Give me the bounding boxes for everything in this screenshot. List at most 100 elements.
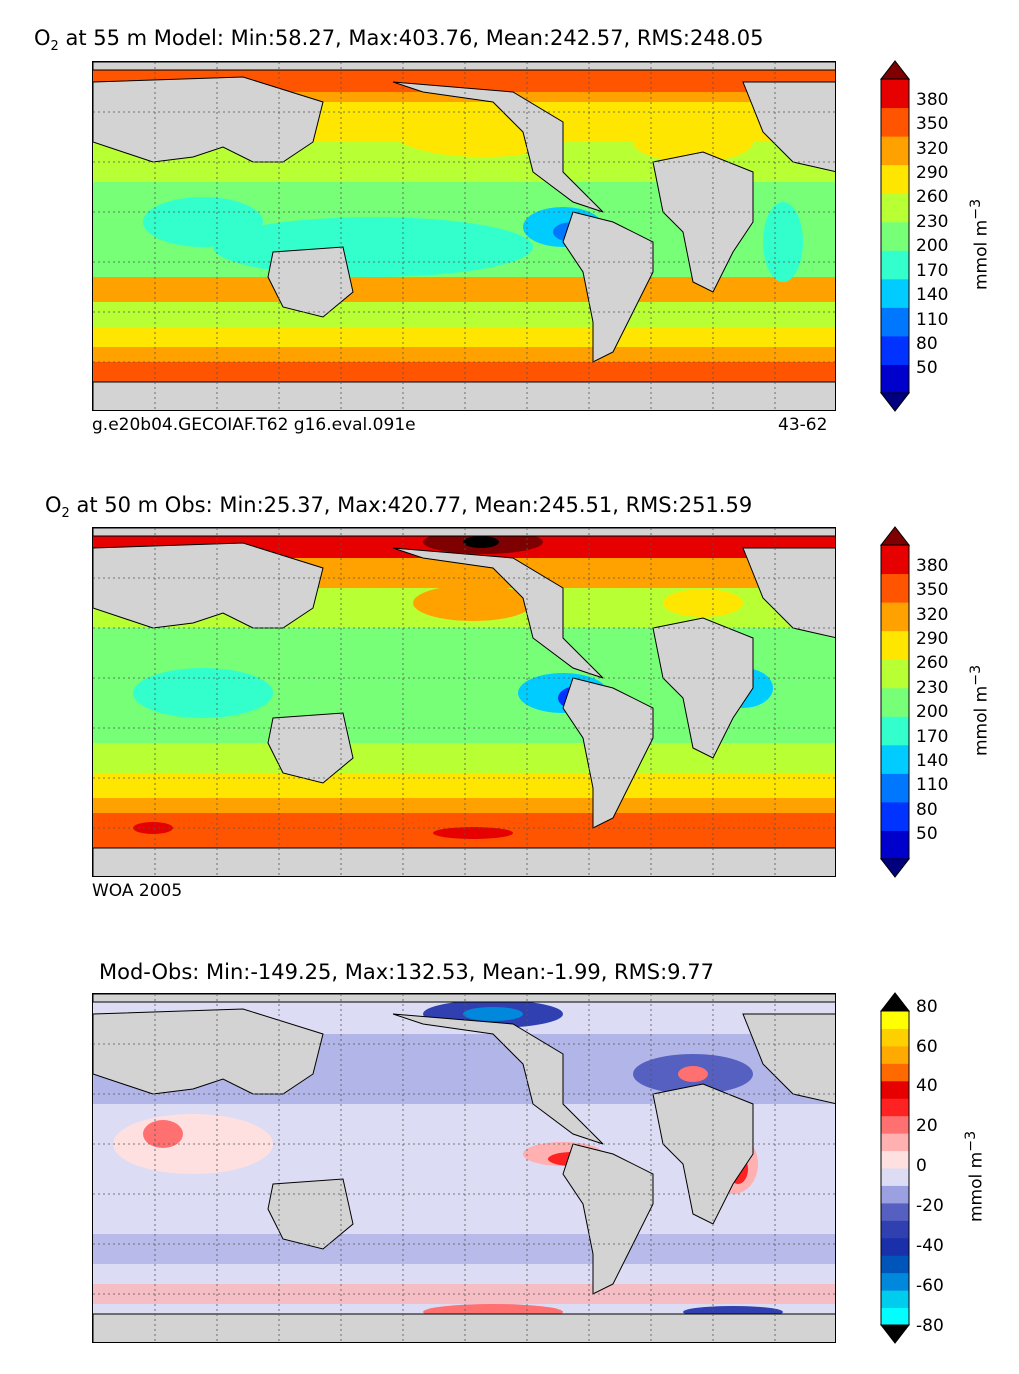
colorbar-tick-label: 170: [916, 261, 949, 281]
map-obs: [92, 527, 836, 877]
colorbar-tick-label: -20: [916, 1196, 944, 1216]
panel-title-model: O2 at 55 m Model: Min:58.27, Max:403.76,…: [34, 26, 764, 55]
colorbar-segment: [881, 830, 909, 860]
panel-title-obs: O2 at 50 m Obs: Min:25.37, Max:420.77, M…: [45, 493, 753, 522]
colorbar-segment: [881, 164, 909, 194]
panel-title-diff: Mod-Obs: Min:-149.25, Max:132.53, Mean:-…: [99, 960, 714, 984]
colorbar-segment: [881, 1290, 909, 1309]
colorbar-model-svg: [879, 60, 911, 412]
colorbar-segment: [881, 221, 909, 251]
colorbar-tick-label: 80: [916, 334, 938, 354]
colorbar-outline: [880, 1010, 910, 1326]
colorbar-tick-label: 140: [916, 285, 949, 305]
colorbar-tick-label: 80: [916, 997, 938, 1017]
map-diff: [92, 993, 836, 1343]
colorbar-extend-max: [879, 992, 911, 1012]
map-model-svg: [93, 62, 835, 410]
colorbar-tick-label: 260: [916, 187, 949, 207]
colorbar-segment: [881, 1307, 909, 1326]
colorbar-segment: [881, 545, 909, 575]
colorbar-segment: [881, 107, 909, 137]
colorbar-segment: [881, 1133, 909, 1152]
colorbar-tick-label: 50: [916, 358, 938, 378]
colorbar-segment: [881, 716, 909, 746]
colorbar-segment: [881, 364, 909, 394]
units-label-obs: mmol m−3: [968, 664, 992, 756]
colorbar-extend-min: [879, 1324, 911, 1344]
colorbar-tick-label: 290: [916, 163, 949, 183]
model-years-label: 43-62: [778, 415, 828, 435]
colorbar-extend-min: [879, 858, 911, 878]
colorbar-segment: [881, 1150, 909, 1169]
colorbar-segment: [881, 773, 909, 803]
colorbar-segment: [881, 744, 909, 774]
colorbar-extend-max: [879, 60, 911, 80]
map-diff-svg: [93, 994, 835, 1342]
colorbar-tick-label: -40: [916, 1236, 944, 1256]
colorbar-tick-label: 140: [916, 751, 949, 771]
colorbar-segment: [881, 602, 909, 632]
colorbar-segment: [881, 335, 909, 365]
colorbar-tick-label: 110: [916, 775, 949, 795]
colorbar-tick-label: 200: [916, 702, 949, 722]
colorbar-tick-label: 110: [916, 310, 949, 330]
colorbar-segment: [881, 573, 909, 603]
colorbar-segment: [881, 1098, 909, 1117]
colorbar-tick-label: 0: [916, 1156, 927, 1176]
colorbar-tick-label: 290: [916, 629, 949, 649]
colorbar-tick-label: 80: [916, 800, 938, 820]
colorbar-segment: [881, 659, 909, 689]
colorbar-outline: [880, 78, 910, 394]
colorbar-segment: [881, 1168, 909, 1186]
colorbar-tick-label: 170: [916, 727, 949, 747]
colorbar-tick-label: 260: [916, 653, 949, 673]
colorbar-segment: [881, 79, 909, 109]
colorbar-segment: [881, 1063, 909, 1082]
colorbar-diff: [879, 992, 911, 1344]
colorbar-obs-svg: [879, 526, 911, 878]
colorbar-tick-label: 40: [916, 1076, 938, 1096]
colorbar-segment: [881, 193, 909, 223]
colorbar-segment: [881, 630, 909, 660]
colorbar-tick-label: -80: [916, 1316, 944, 1336]
colorbar-segment: [881, 1011, 909, 1029]
colorbar-tick-label: 320: [916, 605, 949, 625]
colorbar-tick-label: 350: [916, 580, 949, 600]
colorbar-tick-label: 320: [916, 139, 949, 159]
colorbar-model: [879, 60, 911, 412]
colorbar-segment: [881, 250, 909, 280]
colorbar-tick-label: 60: [916, 1037, 938, 1057]
units-label-model: mmol m−3: [968, 198, 992, 290]
colorbar-segment: [881, 307, 909, 337]
colorbar-segment: [881, 1045, 909, 1064]
colorbar-segment: [881, 1185, 909, 1204]
colorbar-tick-label: 50: [916, 824, 938, 844]
colorbar-extend-min: [879, 392, 911, 412]
colorbar-tick-label: 350: [916, 114, 949, 134]
obs-source-label: WOA 2005: [92, 881, 183, 901]
colorbar-outline: [880, 544, 910, 860]
colorbar-segment: [881, 136, 909, 166]
colorbar-segment: [881, 278, 909, 308]
map-model: [92, 61, 836, 411]
colorbar-segment: [881, 1220, 909, 1239]
units-label-diff: mmol m−3: [963, 1130, 987, 1222]
colorbar-segment: [881, 1202, 909, 1221]
colorbar-segment: [881, 1237, 909, 1256]
colorbar-segment: [881, 1255, 909, 1274]
colorbar-tick-label: 20: [916, 1116, 938, 1136]
colorbar-tick-label: 380: [916, 90, 949, 110]
colorbar-diff-svg: [879, 992, 911, 1344]
colorbar-tick-label: 380: [916, 556, 949, 576]
colorbar-obs: [879, 526, 911, 878]
colorbar-segment: [881, 687, 909, 717]
colorbar-tick-label: 230: [916, 678, 949, 698]
model-run-label: g.e20b04.GECOIAF.T62 g16.eval.091e: [92, 415, 416, 435]
colorbar-segment: [881, 801, 909, 831]
colorbar-tick-label: -60: [916, 1276, 944, 1296]
colorbar-segment: [881, 1272, 909, 1291]
colorbar-extend-max: [879, 526, 911, 546]
colorbar-segment: [881, 1080, 909, 1099]
colorbar-tick-label: 200: [916, 236, 949, 256]
colorbar-segment: [881, 1115, 909, 1134]
